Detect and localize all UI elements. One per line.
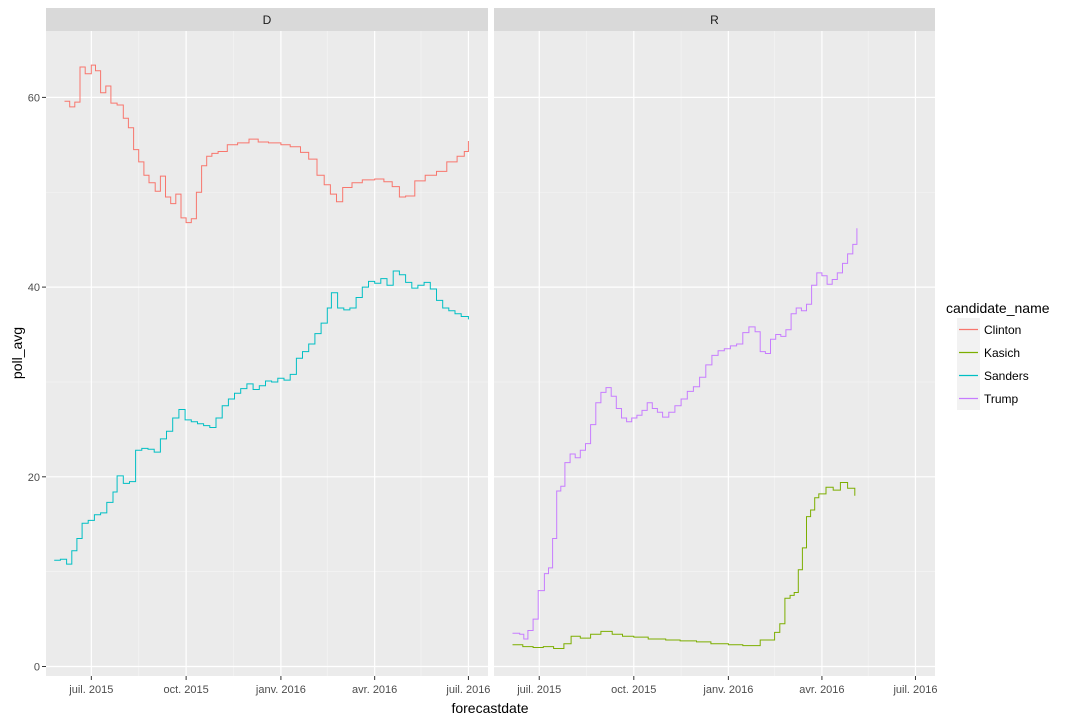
legend-entries: Clinton Kasich Sanders Trump (957, 318, 1029, 410)
series-line-sanders (54, 270, 469, 565)
panel-series-d (54, 64, 469, 565)
series-line-kasich (512, 482, 856, 649)
x-tick-label: juil. 2015 (516, 684, 561, 696)
facet-panel-r: R (494, 8, 935, 676)
legend: candidate_name Clinton Kasich Sanders Trump (946, 300, 1050, 410)
x-tick-label: juil. 2015 (68, 684, 113, 696)
x-tick-label: oct. 2015 (163, 684, 208, 696)
legend-label-sanders: Sanders (984, 369, 1029, 383)
legend-title: candidate_name (946, 300, 1050, 316)
x-tick-label: janv. 2016 (255, 684, 306, 696)
legend-label-kasich: Kasich (984, 346, 1020, 360)
x-tick-label: avr. 2016 (799, 684, 844, 696)
legend-label-clinton: Clinton (984, 323, 1021, 337)
x-tick-label: oct. 2015 (611, 684, 656, 696)
legend-label-trump: Trump (984, 392, 1019, 406)
y-tick-label: 0 (34, 662, 40, 674)
panel-series-r (512, 228, 858, 649)
series-line-trump (512, 228, 858, 640)
facet-strip-label-r: R (710, 13, 719, 27)
x-tick-label: avr. 2016 (352, 684, 397, 696)
y-axis-title: poll_avg (9, 327, 25, 379)
facet-panel-d: D (46, 8, 488, 676)
panel-grid-d (46, 31, 488, 676)
x-axis-title: forecastdate (451, 700, 528, 716)
x-axis-d: juil. 2015 oct. 2015 janv. 2016 avr. 2016 ju… (68, 676, 490, 696)
y-tick-label: 60 (28, 92, 40, 104)
panel-background-r (494, 31, 935, 676)
x-tick-label: juil. 2016 (445, 684, 490, 696)
y-axis: 0 20 40 60 (28, 92, 46, 674)
x-axis-r: juil. 2015 oct. 2015 janv. 2016 avr. 2016 ju… (516, 676, 937, 696)
facet-strip-r (494, 8, 935, 31)
facet-strip-d (46, 8, 488, 31)
x-tick-label: juil. 2016 (892, 684, 937, 696)
facet-strip-label-d: D (263, 13, 272, 27)
y-tick-label: 20 (28, 472, 40, 484)
panel-background-d (46, 31, 488, 676)
y-tick-label: 40 (28, 282, 40, 294)
panel-grid-r (494, 31, 935, 676)
series-line-clinton (64, 64, 469, 224)
x-tick-label: janv. 2016 (702, 684, 753, 696)
